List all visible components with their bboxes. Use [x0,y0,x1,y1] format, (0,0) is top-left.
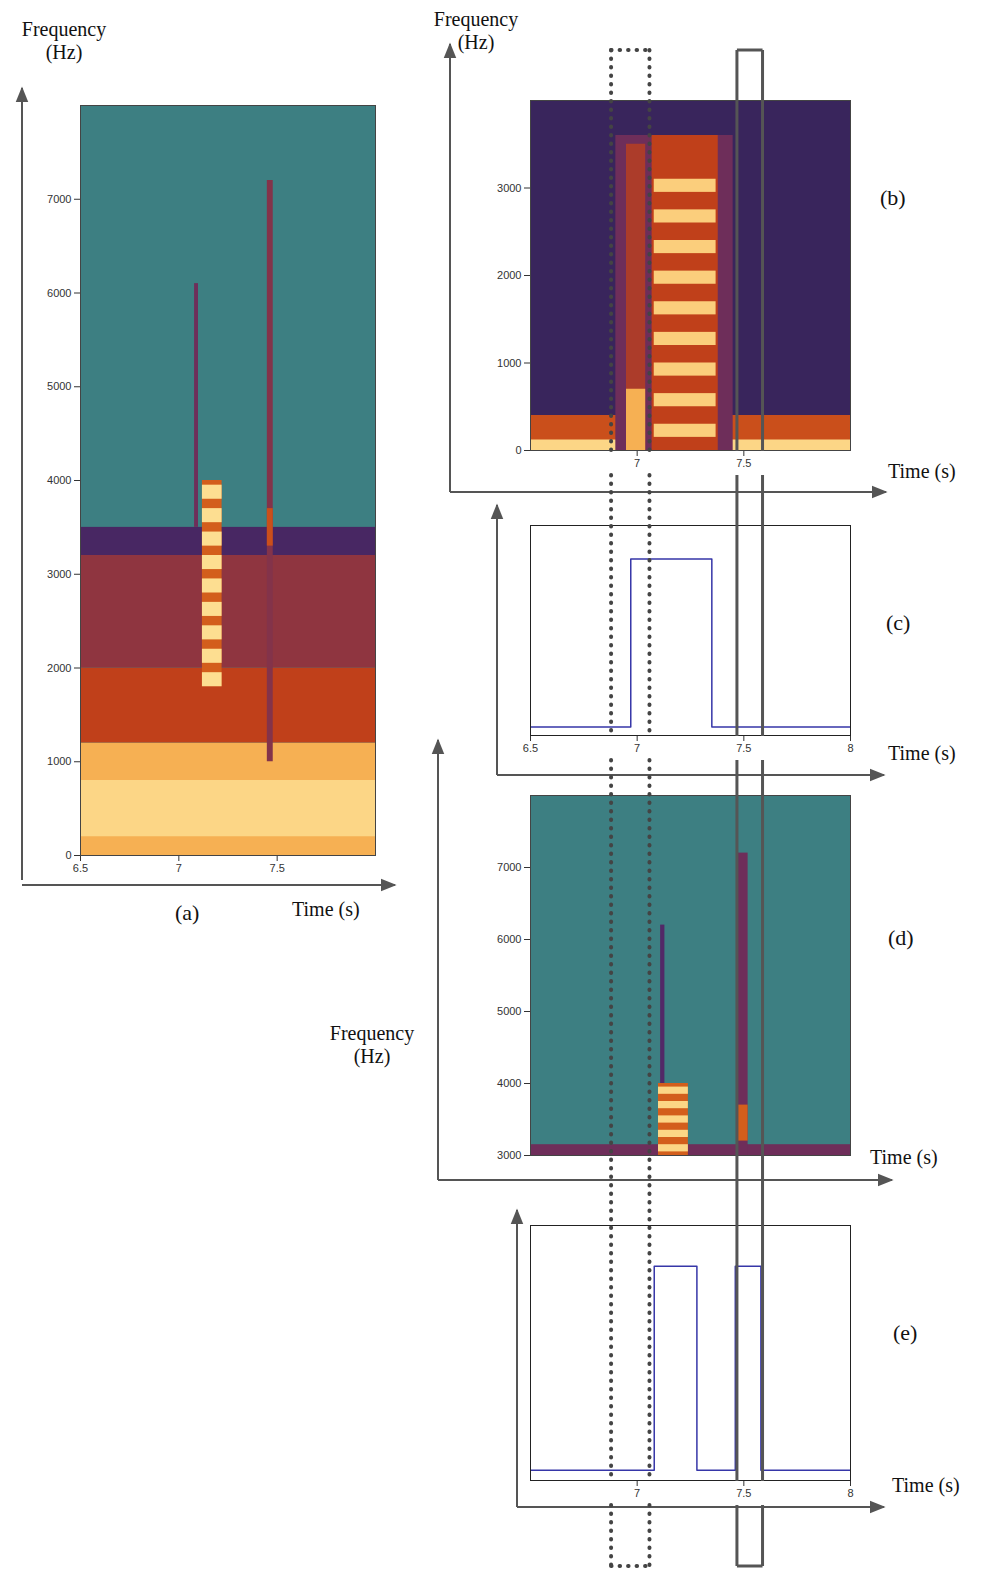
svg-text:3000: 3000 [497,182,521,194]
svg-text:7: 7 [176,862,182,874]
svg-text:6000: 6000 [497,933,521,945]
svg-text:7.5: 7.5 [736,742,751,754]
svg-text:8: 8 [847,1487,853,1499]
html-text:Time (s): Time (s) [870,1146,938,1168]
svg-text:4000: 4000 [47,474,71,486]
svg-text:3000: 3000 [497,1149,521,1161]
svg-text:2000: 2000 [47,662,71,674]
svg-text:7: 7 [634,1487,640,1499]
svg-text:5000: 5000 [47,380,71,392]
html-text:(c): (c) [886,610,911,635]
html-text:(b): (b) [880,185,906,210]
html-text:(d): (d) [888,925,914,950]
svg-text:7000: 7000 [47,193,71,205]
svg-text:0: 0 [515,444,521,456]
svg-text:7.5: 7.5 [736,1487,751,1499]
svg-text:2000: 2000 [497,269,521,281]
svg-text:0: 0 [65,849,71,861]
svg-text:1000: 1000 [47,755,71,767]
html-text:Time (s): Time (s) [888,742,956,764]
svg-text:7.5: 7.5 [270,862,285,874]
svg-text:4000: 4000 [497,1077,521,1089]
html-text:Frequency (Hz): Frequency (Hz) [21,18,107,63]
html-text:Time (s): Time (s) [292,898,360,920]
svg-text:7000: 7000 [497,861,521,873]
svg-text:8: 8 [847,742,853,754]
svg-text:5000: 5000 [497,1005,521,1017]
svg-text:6.5: 6.5 [73,862,88,874]
html-text:Frequency (Hz): Frequency (Hz) [329,1022,415,1067]
svg-text:7.5: 7.5 [736,457,751,469]
svg-text:7: 7 [634,457,640,469]
html-text:(e): (e) [893,1320,918,1345]
svg-text:6.5: 6.5 [523,742,538,754]
html-text:Time (s): Time (s) [892,1474,960,1496]
svg-text:7: 7 [634,742,640,754]
svg-text:3000: 3000 [47,568,71,580]
svg-text:6000: 6000 [47,287,71,299]
svg-text:1000: 1000 [497,357,521,369]
html-text:(a): (a) [175,900,200,925]
html-text:Time (s): Time (s) [888,460,956,482]
html-text:Frequency (Hz): Frequency (Hz) [433,8,519,53]
